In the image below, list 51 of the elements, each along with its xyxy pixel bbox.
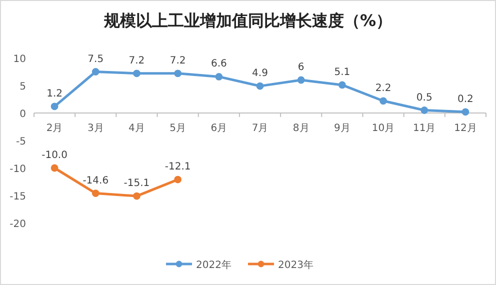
x-tick-label: 5月 xyxy=(170,123,186,134)
data-label: 6.6 xyxy=(210,58,227,70)
x-tick-label: 7月 xyxy=(252,123,268,134)
data-label: 1.2 xyxy=(46,88,62,100)
data-label: -10.0 xyxy=(42,150,68,161)
data-label: 5.1 xyxy=(334,66,350,78)
y-tick-label: 0 xyxy=(20,109,26,120)
data-label: 7.2 xyxy=(170,55,186,66)
x-tick-label: 2月 xyxy=(46,123,63,134)
x-tick-label: 4月 xyxy=(128,123,145,134)
point xyxy=(50,102,58,110)
point xyxy=(215,73,223,80)
x-tick-label: 11月 xyxy=(412,123,436,134)
x-tick-label: 12月 xyxy=(454,123,477,134)
data-label: 0.2 xyxy=(458,94,474,105)
data-label: 7.5 xyxy=(88,54,104,65)
data-label: 6 xyxy=(298,62,304,73)
x-tick-label: 3月 xyxy=(87,123,104,134)
x-tick-label: 10月 xyxy=(372,123,395,134)
point xyxy=(133,70,140,78)
data-label: 0.5 xyxy=(416,92,432,104)
y-tick-label: -15 xyxy=(10,192,26,202)
point xyxy=(92,190,100,197)
legend-label: 2022年 xyxy=(196,259,232,271)
point xyxy=(174,176,182,184)
data-label: 7.2 xyxy=(128,55,145,66)
data-label: -12.1 xyxy=(164,162,191,173)
point xyxy=(338,81,346,89)
x-tick-label: 6月 xyxy=(210,123,228,134)
y-tick-label: -10 xyxy=(10,164,26,175)
y-tick-label: -5 xyxy=(16,136,26,148)
point xyxy=(297,76,305,84)
y-tick-label: 5 xyxy=(20,82,26,92)
point xyxy=(174,70,182,78)
point xyxy=(256,82,264,90)
y-tick-label: 10 xyxy=(13,54,26,65)
point xyxy=(420,106,428,114)
point xyxy=(50,164,58,172)
data-label: -14.6 xyxy=(82,175,109,186)
y-tick-label: -20 xyxy=(10,219,26,230)
legend-label: 2023年 xyxy=(278,259,314,271)
data-label: 4.9 xyxy=(252,68,268,80)
point xyxy=(92,68,100,76)
data-label: 2.2 xyxy=(375,82,392,94)
chart-title: 规模以上工业增加值同比增长速度（%） xyxy=(102,11,392,30)
point xyxy=(380,97,387,105)
point xyxy=(133,192,140,200)
x-tick-label: 8月 xyxy=(292,123,310,134)
x-tick-label: 9月 xyxy=(334,123,350,134)
data-label: -15.1 xyxy=(124,178,150,190)
point xyxy=(462,108,470,116)
